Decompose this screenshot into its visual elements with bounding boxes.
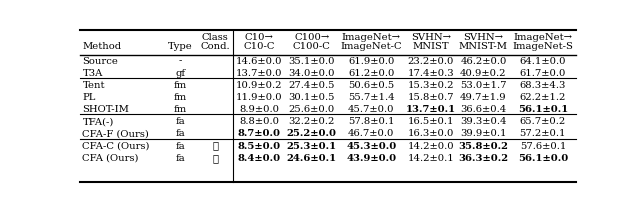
Text: fm: fm: [174, 105, 187, 114]
Text: TFA(-): TFA(-): [83, 117, 114, 126]
Text: -: -: [179, 57, 182, 66]
Text: CFA (Ours): CFA (Ours): [83, 154, 139, 163]
Text: 25.3±0.1: 25.3±0.1: [287, 142, 337, 151]
Text: 56.1±0.1: 56.1±0.1: [518, 105, 568, 114]
Text: 57.2±0.1: 57.2±0.1: [520, 130, 566, 138]
Text: SVHN→: SVHN→: [463, 33, 504, 42]
Text: ✓: ✓: [212, 154, 218, 163]
Text: 68.3±4.3: 68.3±4.3: [520, 81, 566, 90]
Text: 45.7±0.0: 45.7±0.0: [348, 105, 394, 114]
Text: 57.8±0.1: 57.8±0.1: [348, 117, 394, 126]
Text: fa: fa: [175, 142, 186, 151]
Text: 61.7±0.0: 61.7±0.0: [520, 69, 566, 78]
Text: 14.2±0.1: 14.2±0.1: [407, 154, 454, 163]
Text: fa: fa: [175, 117, 186, 126]
Text: 15.3±0.2: 15.3±0.2: [408, 81, 454, 90]
Text: 16.3±0.0: 16.3±0.0: [408, 130, 454, 138]
Text: ImageNet→: ImageNet→: [342, 33, 401, 42]
Text: Source: Source: [83, 57, 118, 66]
Text: 13.7±0.1: 13.7±0.1: [406, 105, 456, 114]
Text: 46.2±0.0: 46.2±0.0: [460, 57, 507, 66]
Text: 8.4±0.0: 8.4±0.0: [237, 154, 280, 163]
Text: 13.7±0.0: 13.7±0.0: [236, 69, 282, 78]
Text: 11.9±0.0: 11.9±0.0: [236, 93, 282, 102]
Text: 8.7±0.0: 8.7±0.0: [237, 130, 280, 138]
Text: SHOT-IM: SHOT-IM: [83, 105, 129, 114]
Text: 55.7±1.4: 55.7±1.4: [348, 93, 394, 102]
Text: ImageNet-S: ImageNet-S: [513, 42, 573, 51]
Text: 39.3±0.4: 39.3±0.4: [460, 117, 507, 126]
Text: 25.6±0.0: 25.6±0.0: [289, 105, 335, 114]
Text: 40.9±0.2: 40.9±0.2: [460, 69, 507, 78]
Text: fm: fm: [174, 81, 187, 90]
Text: 8.5±0.0: 8.5±0.0: [237, 142, 280, 151]
Text: 50.6±0.5: 50.6±0.5: [348, 81, 394, 90]
Text: 64.1±0.0: 64.1±0.0: [520, 57, 566, 66]
Text: 39.9±0.1: 39.9±0.1: [460, 130, 507, 138]
Text: fa: fa: [175, 130, 186, 138]
Text: 24.6±0.1: 24.6±0.1: [287, 154, 337, 163]
Text: ✓: ✓: [212, 142, 218, 151]
Text: 56.1±0.0: 56.1±0.0: [518, 154, 568, 163]
Text: C10-C: C10-C: [243, 42, 275, 51]
Text: 46.7±0.0: 46.7±0.0: [348, 130, 394, 138]
Text: 10.9±0.2: 10.9±0.2: [236, 81, 282, 90]
Text: 15.8±0.7: 15.8±0.7: [408, 93, 454, 102]
Text: C10→: C10→: [244, 33, 273, 42]
Text: MNIST: MNIST: [412, 42, 449, 51]
Text: 14.2±0.0: 14.2±0.0: [408, 142, 454, 151]
Text: MNIST-M: MNIST-M: [459, 42, 508, 51]
Text: ImageNet→: ImageNet→: [513, 33, 572, 42]
Text: 14.6±0.0: 14.6±0.0: [236, 57, 282, 66]
Text: ImageNet-C: ImageNet-C: [340, 42, 402, 51]
Text: 8.9±0.0: 8.9±0.0: [239, 105, 279, 114]
Text: fa: fa: [175, 154, 186, 163]
Text: PL: PL: [83, 93, 96, 102]
Text: 62.2±1.2: 62.2±1.2: [520, 93, 566, 102]
Text: 8.8±0.0: 8.8±0.0: [239, 117, 279, 126]
Text: gf: gf: [175, 69, 186, 78]
Text: Class: Class: [202, 33, 228, 42]
Text: T3A: T3A: [83, 69, 103, 78]
Text: 17.4±0.3: 17.4±0.3: [408, 69, 454, 78]
Text: C100-C: C100-C: [292, 42, 331, 51]
Text: Method: Method: [83, 42, 122, 51]
Text: 57.6±0.1: 57.6±0.1: [520, 142, 566, 151]
Text: 61.9±0.0: 61.9±0.0: [348, 57, 394, 66]
Text: 43.9±0.0: 43.9±0.0: [346, 154, 396, 163]
Text: 36.6±0.4: 36.6±0.4: [460, 105, 506, 114]
Text: Type: Type: [168, 42, 193, 51]
Text: 25.2±0.0: 25.2±0.0: [287, 130, 337, 138]
Text: 53.0±1.7: 53.0±1.7: [460, 81, 507, 90]
Text: 35.1±0.0: 35.1±0.0: [289, 57, 335, 66]
Text: 45.3±0.0: 45.3±0.0: [346, 142, 396, 151]
Text: 35.8±0.2: 35.8±0.2: [458, 142, 508, 151]
Text: CFA-F (Ours): CFA-F (Ours): [83, 130, 149, 138]
Text: Tent: Tent: [83, 81, 105, 90]
Text: 23.2±0.0: 23.2±0.0: [408, 57, 454, 66]
Text: 34.0±0.0: 34.0±0.0: [289, 69, 335, 78]
Text: 30.1±0.5: 30.1±0.5: [289, 93, 335, 102]
Text: SVHN→: SVHN→: [411, 33, 451, 42]
Text: C100→: C100→: [294, 33, 330, 42]
Text: 36.3±0.2: 36.3±0.2: [458, 154, 509, 163]
Text: CFA-C (Ours): CFA-C (Ours): [83, 142, 150, 151]
Text: 27.4±0.5: 27.4±0.5: [289, 81, 335, 90]
Text: Cond.: Cond.: [200, 42, 230, 51]
Text: 61.2±0.0: 61.2±0.0: [348, 69, 394, 78]
Text: fm: fm: [174, 93, 187, 102]
Text: 16.5±0.1: 16.5±0.1: [408, 117, 454, 126]
Text: 65.7±0.2: 65.7±0.2: [520, 117, 566, 126]
Text: 32.2±0.2: 32.2±0.2: [289, 117, 335, 126]
Text: 49.7±1.9: 49.7±1.9: [460, 93, 507, 102]
